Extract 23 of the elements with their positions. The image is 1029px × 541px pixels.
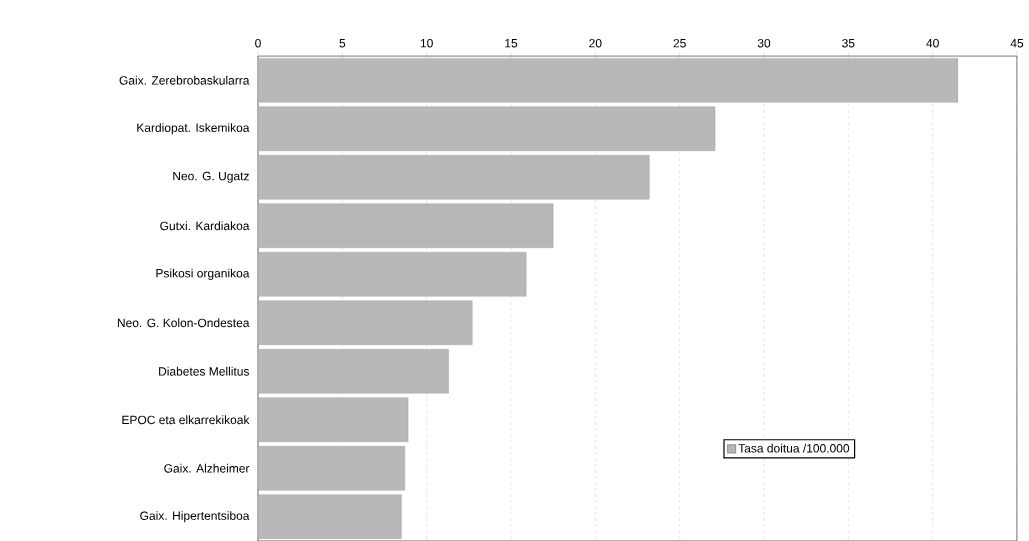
y-tick-label: Diabetes Mellitus bbox=[159, 366, 250, 376]
x-tick-label: 40 bbox=[926, 38, 939, 48]
x-tick-label: 15 bbox=[505, 39, 518, 48]
x-tick-label: 20 bbox=[589, 38, 602, 48]
bar bbox=[258, 397, 409, 442]
y-tick-label: EPOC eta elkarrekikoak bbox=[122, 415, 250, 425]
x-tick-label: 30 bbox=[757, 38, 771, 48]
y-tick-label: Gaix. Zerebrobaskularra bbox=[119, 75, 250, 85]
x-tick-label: 0 bbox=[255, 38, 261, 48]
y-tick-label: Gaix. Hipertentsiboa bbox=[140, 511, 250, 523]
bar bbox=[258, 349, 449, 394]
y-tick-label: Gutxi. Kardiakoa bbox=[160, 221, 250, 231]
y-tick-label: Neo. G. Ugatz bbox=[173, 171, 249, 183]
x-tick-label: 25 bbox=[673, 38, 686, 48]
y-tick-label: Gaix. Alzheimer bbox=[164, 463, 250, 473]
x-tick-label: 35 bbox=[842, 38, 855, 48]
y-tick-label: Psikosi organikoa bbox=[156, 268, 250, 280]
legend-label: Tasa doitua /100.000 bbox=[738, 443, 850, 453]
y-tick-label: Neo. G. Kolon-Ondestea bbox=[117, 318, 250, 328]
x-tick-label: 5 bbox=[339, 39, 346, 48]
x-tick-label: 10 bbox=[420, 38, 433, 48]
y-tick-label: Kardiopat. Iskemikoa bbox=[137, 123, 250, 135]
x-tick-label: 45 bbox=[1010, 39, 1024, 48]
